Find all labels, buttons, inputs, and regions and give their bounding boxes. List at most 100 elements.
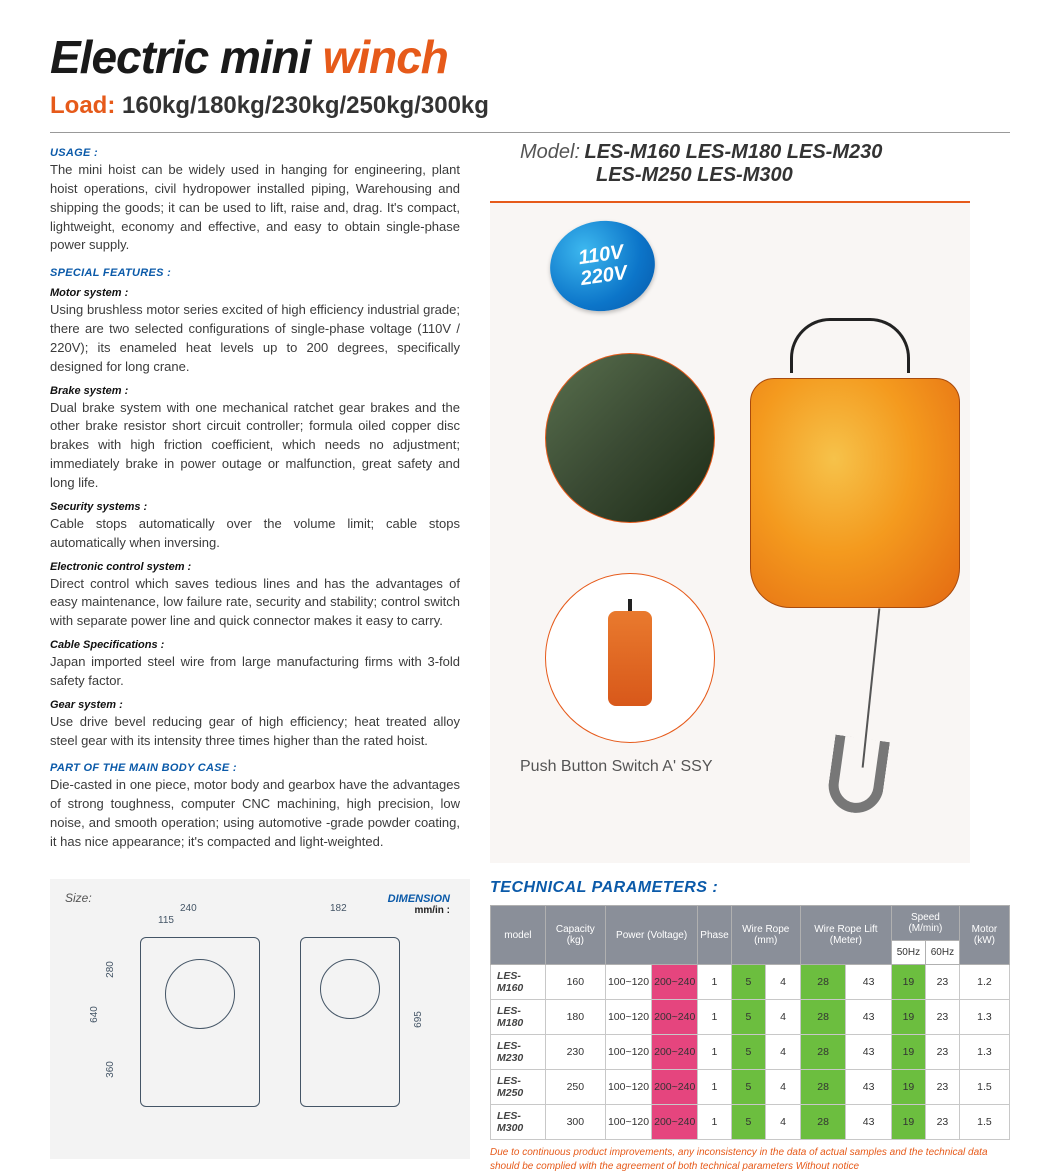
cell-sp1: 19 [891,1070,925,1105]
cell-sp1: 19 [891,1105,925,1140]
cell-wr2: 4 [766,1070,801,1105]
cell-wr1: 5 [731,965,766,1000]
th-wirerope: Wire Rope (mm) [731,906,800,965]
cell-kw: 1.2 [959,965,1009,1000]
load-values: 160kg/180kg/230kg/250kg/300kg [122,92,489,119]
cell-pv2: 200~240 [652,1105,698,1140]
load-label: Load: [50,92,115,119]
voltage-badge: 110V 220V [544,214,661,318]
cell-phase: 1 [698,1035,731,1070]
cell-sp2: 23 [925,1035,959,1070]
usage-label: USAGE : [50,147,460,159]
cable-text: Japan imported steel wire from large man… [50,653,460,691]
tech-table: model Capacity (kg) Power (Voltage) Phas… [490,905,1010,1140]
cell-wr2: 4 [766,1105,801,1140]
gear-label: Gear system : [50,699,460,711]
winch-hook-icon [825,735,890,817]
cell-pv1: 100~120 [605,965,651,1000]
cell-lift2: 43 [846,965,892,1000]
security-text: Cable stops automatically over the volum… [50,515,460,553]
size-drawing: Size: DIMENSION mm/in : 240 115 182 640 … [50,879,470,1159]
th-50hz: 50Hz [891,941,925,965]
cell-model: LES-M230 [491,1035,546,1070]
dimension-unit: mm/in : [414,905,450,916]
th-lift: Wire Rope Lift (Meter) [800,906,891,965]
size-label: Size: [65,891,92,905]
mainbody-text: Die-casted in one piece, motor body and … [50,776,460,851]
winch-bracket-icon [790,318,910,373]
cell-phase: 1 [698,1070,731,1105]
cell-phase: 1 [698,1105,731,1140]
mainbody-label: PART OF THE MAIN BODY CASE : [50,762,460,774]
cell-wr1: 5 [731,1105,766,1140]
cell-pv1: 100~120 [605,1035,651,1070]
cell-model: LES-M300 [491,1105,546,1140]
badge-220v: 220V [579,263,628,290]
cell-lift2: 43 [846,1105,892,1140]
th-phase: Phase [698,906,731,965]
motor-label: Motor system : [50,287,460,299]
usage-text: The mini hoist can be widely used in han… [50,161,460,255]
cell-pv2: 200~240 [652,1035,698,1070]
cell-lift1: 28 [800,1035,846,1070]
model-label: Model: [520,141,580,163]
cell-sp1: 19 [891,1035,925,1070]
cell-pv2: 200~240 [652,1000,698,1035]
left-column: USAGE : The mini hoist can be widely use… [50,141,460,863]
push-caption: Push Button Switch A' SSY [520,758,713,776]
cell-sp2: 23 [925,1000,959,1035]
right-column: Model: LES-M160 LES-M180 LES-M230 LES-M2… [490,141,970,863]
model-box: Model: LES-M160 LES-M180 LES-M230 LES-M2… [490,141,970,203]
th-60hz: 60Hz [925,941,959,965]
cell-lift2: 43 [846,1035,892,1070]
cell-pv2: 200~240 [652,965,698,1000]
internal-photo [545,353,715,523]
cell-lift2: 43 [846,1000,892,1035]
dim-h4: 695 [413,1011,424,1028]
th-power: Power (Voltage) [605,906,697,965]
dim-w1: 240 [180,903,197,914]
cell-cap: 250 [545,1070,605,1105]
technical-parameters: TECHNICAL PARAMETERS : model Capacity (k… [490,879,1010,1173]
table-row: LES-M250250100~120200~240154284319231.5 [491,1070,1010,1105]
line-drawing: 240 115 182 640 280 360 695 [110,919,430,1129]
cell-sp2: 23 [925,965,959,1000]
econtrol-label: Electronic control system : [50,561,460,573]
cell-sp2: 23 [925,1070,959,1105]
remote-body-icon [608,611,652,706]
divider [50,132,1010,133]
cell-phase: 1 [698,965,731,1000]
cell-wr1: 5 [731,1000,766,1035]
cell-wr2: 4 [766,1035,801,1070]
dim-h1: 640 [89,1006,100,1023]
cell-pv1: 100~120 [605,1000,651,1035]
title-orange: winch [323,30,448,84]
right-photo-panel: 110V 220V Push Button Switch A' SSY [490,203,970,863]
cell-pv1: 100~120 [605,1105,651,1140]
cell-lift1: 28 [800,965,846,1000]
cell-lift1: 28 [800,1000,846,1035]
cell-model: LES-M250 [491,1070,546,1105]
winch-photo [740,318,980,838]
model-line1: LES-M160 LES-M180 LES-M230 [584,141,882,163]
dim-w3: 182 [330,903,347,914]
cell-model: LES-M160 [491,965,546,1000]
cell-lift2: 43 [846,1070,892,1105]
cell-phase: 1 [698,1000,731,1035]
cell-model: LES-M180 [491,1000,546,1035]
brake-label: Brake system : [50,385,460,397]
cell-lift1: 28 [800,1070,846,1105]
cell-wr1: 5 [731,1070,766,1105]
remote-photo [545,573,715,743]
brake-text: Dual brake system with one mechanical ra… [50,399,460,493]
th-speed: Speed (M/min) [891,906,959,941]
cell-cap: 160 [545,965,605,1000]
table-row: LES-M230230100~120200~240154284319231.3 [491,1035,1010,1070]
dim-h2: 280 [105,961,116,978]
model-line2: LES-M250 LES-M300 [596,164,793,186]
cell-kw: 1.3 [959,1035,1009,1070]
th-motor: Motor (kW) [959,906,1009,965]
cell-cap: 300 [545,1105,605,1140]
cell-pv1: 100~120 [605,1070,651,1105]
page-title: Electric mini winch [50,30,1010,84]
